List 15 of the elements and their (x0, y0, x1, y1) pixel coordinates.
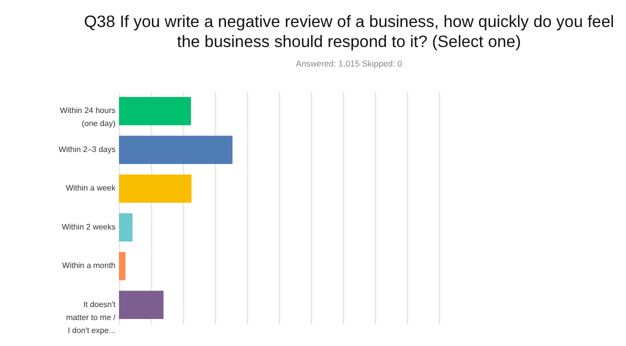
y-tick-label: It doesn't matter to me / I don't expe... (66, 300, 116, 335)
text: Q38 If you write a negative review of a business, how quickly do you feel (84, 13, 614, 31)
y-tick-label: Within 2–3 days (58, 144, 116, 154)
bar (119, 174, 192, 203)
y-tick-label: Within 24 hours (one day) (60, 106, 116, 128)
text: Answered: 1,015 Skipped: 0 (296, 58, 402, 68)
y-tick-label: Within 2 weeks (62, 222, 116, 232)
y-tick-label: Within a month (62, 261, 116, 270)
bar (119, 97, 191, 126)
bar (119, 252, 126, 280)
y-tick-label: Within a week (66, 184, 116, 193)
bar (119, 213, 133, 242)
bar (119, 290, 164, 319)
bar (119, 136, 232, 164)
text: the business should respond to it? (Select one) (177, 33, 521, 51)
